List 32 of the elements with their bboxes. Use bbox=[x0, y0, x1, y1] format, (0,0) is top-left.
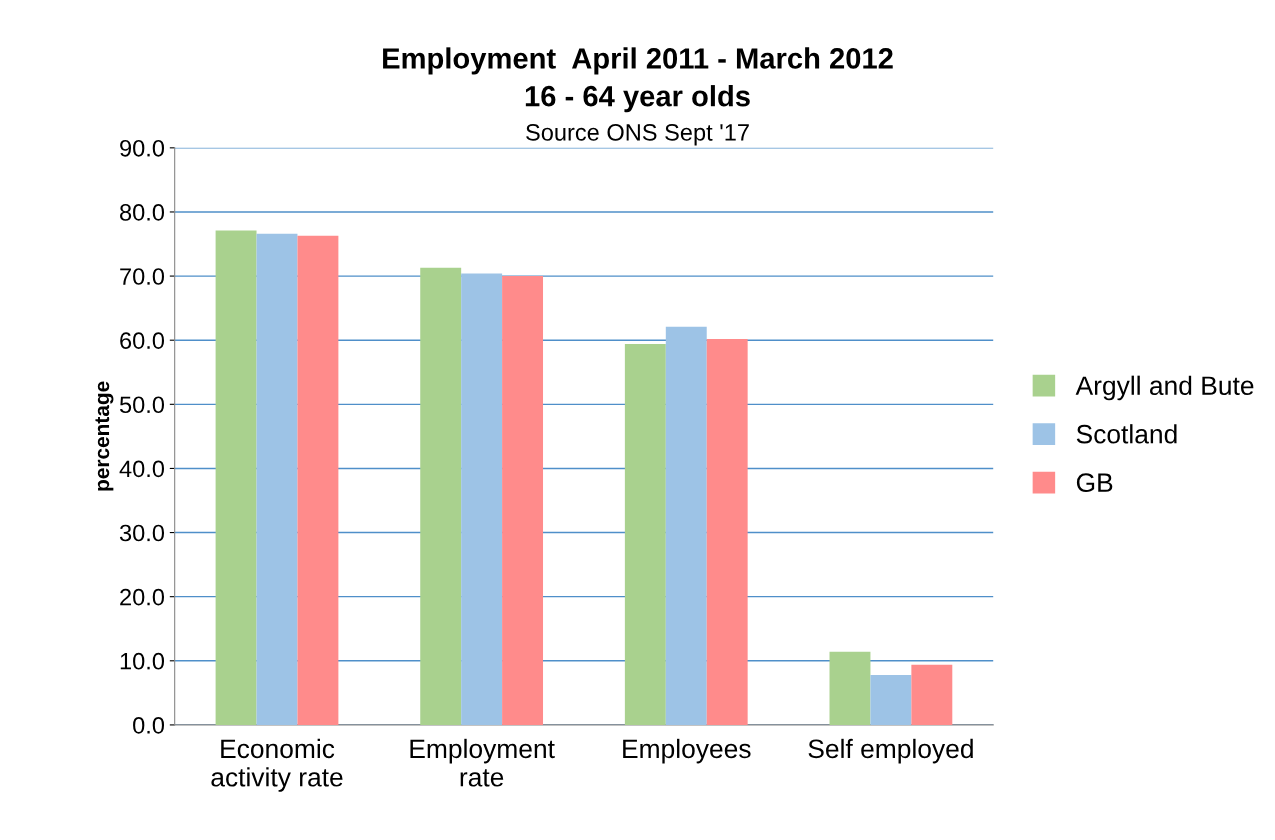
bar bbox=[215, 230, 257, 725]
x-tick-label: Employees bbox=[623, 738, 751, 764]
bar bbox=[502, 276, 544, 725]
x-tick-label: Employment rate bbox=[410, 738, 555, 787]
x-tick-label: Self employed bbox=[808, 738, 973, 764]
bar bbox=[461, 273, 503, 725]
bar bbox=[911, 664, 953, 725]
y-axis-title: percentage bbox=[95, 381, 114, 491]
chart-subtitle: Source ONS Sept '17 bbox=[526, 124, 749, 146]
x-tick-label: Economic activity rate bbox=[211, 738, 343, 792]
y-tick-label: 0.0 bbox=[133, 716, 165, 734]
y-tick-label: 40.0 bbox=[119, 460, 165, 478]
y-tick-label: 10.0 bbox=[120, 652, 165, 670]
legend-label: Argyll and Bute bbox=[1075, 375, 1254, 401]
bar bbox=[256, 233, 298, 725]
y-tick-label: 70.0 bbox=[120, 268, 165, 285]
y-tick-label: 30.0 bbox=[119, 524, 165, 542]
bar bbox=[706, 338, 748, 725]
legend-label: Scotland bbox=[1076, 424, 1177, 444]
y-tick-label: 60.0 bbox=[120, 332, 165, 349]
y-tick-label: 20.0 bbox=[120, 588, 165, 606]
y-tick-label: 80.0 bbox=[120, 204, 165, 221]
bar bbox=[624, 344, 666, 725]
bar bbox=[665, 326, 707, 725]
bar bbox=[420, 267, 462, 725]
bar bbox=[829, 651, 871, 725]
y-tick-label: 50.0 bbox=[119, 396, 165, 414]
legend-label: GB bbox=[1076, 473, 1113, 493]
chart-title: Employment April 2011 - March 2012 16 - 64 year olds bbox=[383, 47, 893, 113]
bar bbox=[297, 235, 339, 725]
bar bbox=[870, 674, 912, 725]
y-tick-label: 90.0 bbox=[120, 139, 165, 157]
